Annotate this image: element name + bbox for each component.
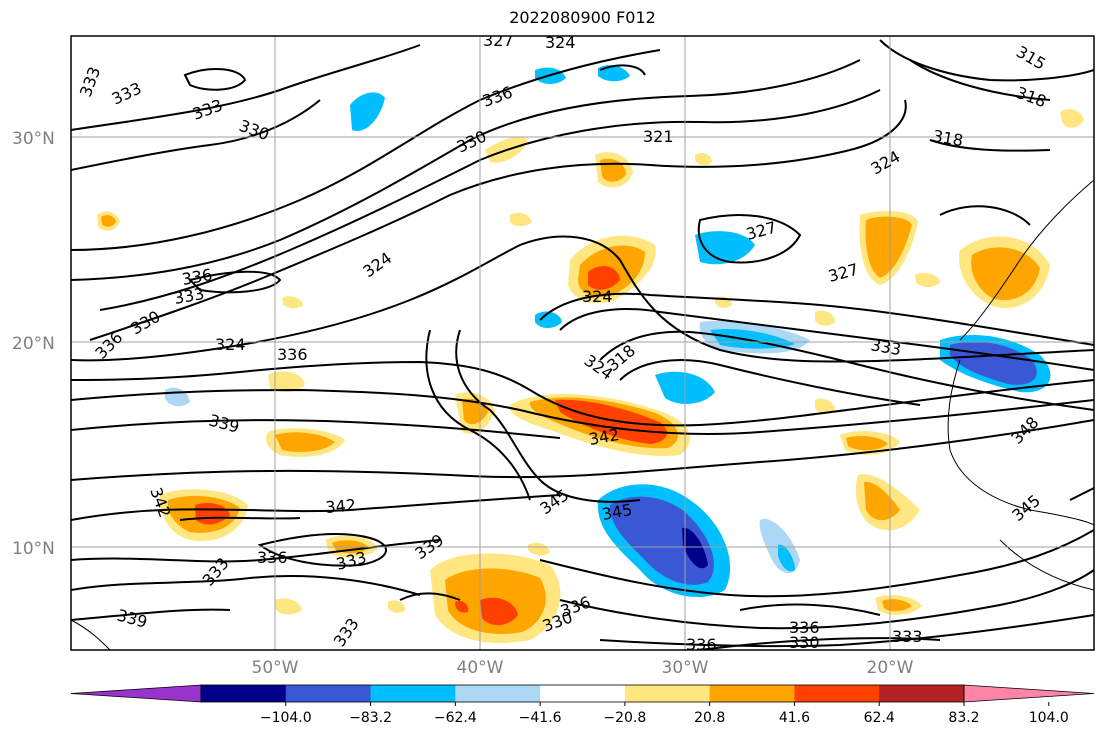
- contour-label: 333: [892, 627, 923, 646]
- gridlines: [71, 36, 1094, 650]
- colorbar-tick-label: −104.0: [260, 710, 312, 726]
- contour-label: 342: [325, 495, 357, 517]
- colorbar-bin: [879, 685, 965, 702]
- contour-label: 324: [545, 33, 576, 52]
- lon-label: 30°W: [662, 658, 709, 678]
- lon-label: 40°W: [457, 658, 504, 678]
- colorbar-extend-low: [70, 684, 202, 703]
- contour-label: 330: [789, 633, 820, 652]
- colorbar-bin: [794, 685, 880, 702]
- lon-label: 50°W: [252, 658, 299, 678]
- colorbar-tick-label: 41.6: [779, 710, 810, 726]
- lat-axis: 30°N 20°N 10°N: [12, 129, 55, 559]
- colorbar-bin: [709, 685, 795, 702]
- colorbar-outline: [200, 684, 965, 703]
- contour-label: 336: [257, 548, 288, 567]
- lat-label: 20°N: [12, 334, 55, 354]
- colorbar: −104.0 −83.2 −62.4 −41.6 −20.8 20.8 41.6 62.4 83…: [70, 684, 1095, 726]
- colorbar-tick-label: −20.8: [603, 710, 646, 726]
- lat-label: 30°N: [12, 129, 55, 149]
- lon-label: 20°W: [867, 658, 914, 678]
- contour-label: 324: [582, 287, 613, 306]
- colorbar-bin: [201, 685, 287, 702]
- colorbar-tick-label: −62.4: [434, 710, 477, 726]
- anomaly-fill: [97, 65, 1084, 643]
- contour-label: 336: [686, 635, 717, 654]
- colorbar-bin: [624, 685, 711, 702]
- colorbar-tick-label: 83.2: [948, 710, 979, 726]
- coastline: [71, 179, 1094, 650]
- lon-axis: 50°W 40°W 30°W 20°W: [252, 658, 914, 678]
- map-title: 2022080900 F012: [509, 8, 656, 27]
- colorbar-tick-label: 20.8: [694, 710, 725, 726]
- contour-label: 336: [789, 618, 820, 637]
- map-field: 327 324 333 315 318 333 336 333 330 330 …: [71, 31, 1094, 654]
- colorbar-tick-label: 104.0: [1029, 710, 1069, 726]
- colorbar-bin: [285, 685, 372, 702]
- colorbar-tick-label: −83.2: [349, 710, 392, 726]
- contour-label: 321: [643, 127, 674, 146]
- lat-label: 10°N: [12, 539, 55, 559]
- colorbar-tick-label: −41.6: [519, 710, 562, 726]
- map-frame: [70, 35, 1095, 651]
- colorbar-extend-high: [963, 684, 1095, 703]
- contour-label: 336: [277, 345, 308, 364]
- colorbar-tick-label: 62.4: [864, 710, 895, 726]
- contour-lines: [71, 39, 1094, 650]
- colorbar-bin: [370, 685, 456, 702]
- colorbar-bin: [455, 685, 541, 702]
- contour-label: 327: [483, 31, 514, 50]
- contour-label: 324: [215, 335, 246, 354]
- colorbar-bin: [540, 685, 626, 702]
